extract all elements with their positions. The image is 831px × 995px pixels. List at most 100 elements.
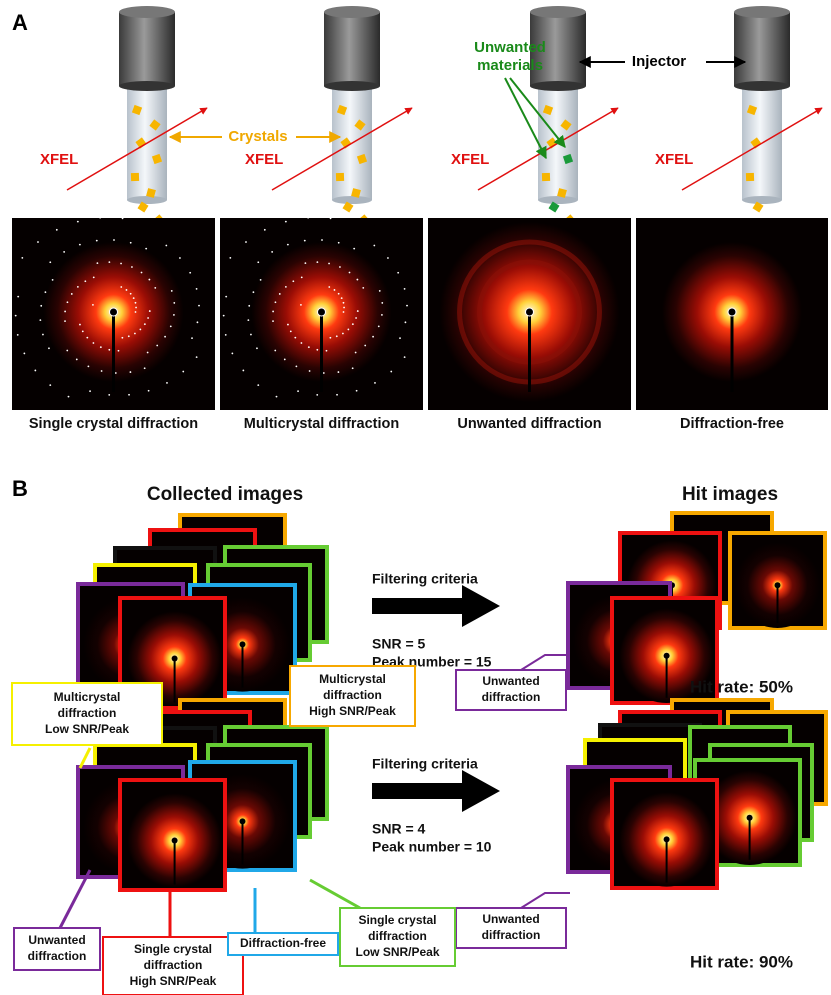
callout-text: Unwanted (28, 933, 85, 947)
injector-cap (324, 12, 380, 86)
diffraction-spot (260, 279, 262, 281)
diffraction-spot (352, 367, 354, 369)
diffraction-spot (133, 297, 135, 299)
beamstop-dot (747, 815, 753, 821)
injector-cap-top (119, 6, 175, 18)
diffraction-spot (141, 272, 143, 274)
diffraction-spot (173, 302, 175, 304)
beamstop-dot (172, 838, 178, 844)
diffraction-spot (115, 372, 117, 374)
diffraction-spot (247, 319, 249, 321)
crystal (542, 173, 550, 181)
diffraction-spot (17, 334, 19, 336)
diffraction-spot (378, 325, 380, 327)
beamstop (174, 841, 176, 885)
diffraction-spot (196, 356, 198, 358)
diffraction-spot (92, 304, 94, 306)
diffraction-spot (135, 307, 137, 309)
diffraction-spot (248, 305, 250, 307)
diffraction-spot (63, 251, 65, 253)
diffraction-spot (45, 291, 47, 293)
diffraction-spot (64, 311, 66, 313)
diffraction-spot (321, 239, 323, 241)
section-title: Collected images (147, 484, 303, 505)
figure: AXFELSingle crystal diffractionXFELMulti… (0, 0, 831, 995)
beamstop-dot (664, 653, 670, 659)
diffraction-spot (130, 293, 132, 295)
beamstop (242, 821, 244, 864)
diffraction-spot (336, 335, 338, 337)
diffraction-spot (272, 320, 274, 322)
diffraction-spot (329, 337, 331, 339)
diffraction-spot (256, 347, 258, 349)
beamstop-dot (664, 836, 670, 842)
callout-text: Single crystal (358, 913, 436, 927)
callout-line (521, 655, 570, 670)
diffraction-spot (166, 382, 168, 384)
callout-text: diffraction (482, 928, 541, 942)
callout-text: Multicrystal (319, 672, 386, 686)
diffraction-spot (225, 296, 227, 298)
diffraction-spot (373, 245, 375, 247)
callout-line (310, 880, 360, 908)
diffraction-spot (173, 314, 175, 316)
diffraction-spot (189, 272, 191, 274)
injector-cap-bottom (530, 81, 586, 91)
diffraction-spot (328, 263, 330, 265)
diffraction-spot (387, 257, 389, 259)
diffraction-spot (356, 390, 358, 392)
diffraction-spot (301, 276, 303, 278)
diffraction-spot (130, 242, 132, 244)
diffraction-spot (406, 305, 408, 307)
image-caption: Single crystal diffraction (29, 416, 198, 432)
diffraction-spot (397, 272, 399, 274)
hit-rate: Hit rate: 50% (690, 677, 793, 696)
diffraction-spot (355, 317, 357, 319)
diffraction-spot (284, 359, 286, 361)
crystal (336, 173, 344, 181)
diffraction-spot (79, 244, 81, 246)
beamstop (731, 312, 734, 392)
diffraction-spot (130, 371, 132, 373)
diffraction-spot (304, 262, 306, 264)
diffraction-spot (253, 291, 255, 293)
diffraction-spot (108, 394, 110, 396)
beamstop (242, 644, 244, 687)
diffraction-spot (96, 240, 98, 242)
diffraction-spot (56, 229, 58, 231)
callout-text: diffraction (323, 688, 382, 702)
diffraction-spot (343, 311, 345, 313)
diffraction-spot (343, 307, 345, 309)
hit-rate: Hit rate: 90% (690, 952, 793, 971)
diffraction-spot (257, 261, 259, 263)
criteria-value: SNR = 5 (372, 636, 426, 652)
callout-text: Diffraction-free (240, 936, 326, 950)
diffraction-spot (108, 349, 110, 351)
image-caption: Unwanted diffraction (457, 416, 601, 432)
diffraction-spot (49, 261, 51, 263)
criteria-title: Filtering criteria (372, 756, 478, 772)
diffraction-spot (198, 305, 200, 307)
beamstop-dot (172, 656, 178, 662)
section-title: Hit images (682, 484, 778, 505)
unwanted-materials-label: Unwanted (474, 39, 546, 56)
beamstop-dot (775, 582, 781, 588)
diffraction-spot (330, 217, 332, 219)
diffraction-spot (405, 321, 407, 323)
diffraction-spot (67, 301, 69, 303)
diffraction-spot (93, 276, 95, 278)
diffraction-spot (77, 286, 79, 288)
diffraction-spot (179, 257, 181, 259)
diffraction-spot (225, 334, 227, 336)
crystal (746, 173, 754, 181)
diffraction-spot (148, 279, 150, 281)
callout-text: diffraction (58, 706, 117, 720)
diffraction-spot (84, 280, 86, 282)
crystal (131, 173, 139, 181)
beamstop (320, 312, 323, 392)
callout-text: diffraction (368, 929, 427, 943)
callout-line (521, 893, 570, 908)
diffraction-spot (182, 371, 184, 373)
diffraction-spot (250, 334, 252, 336)
diffraction-spot (271, 251, 273, 253)
